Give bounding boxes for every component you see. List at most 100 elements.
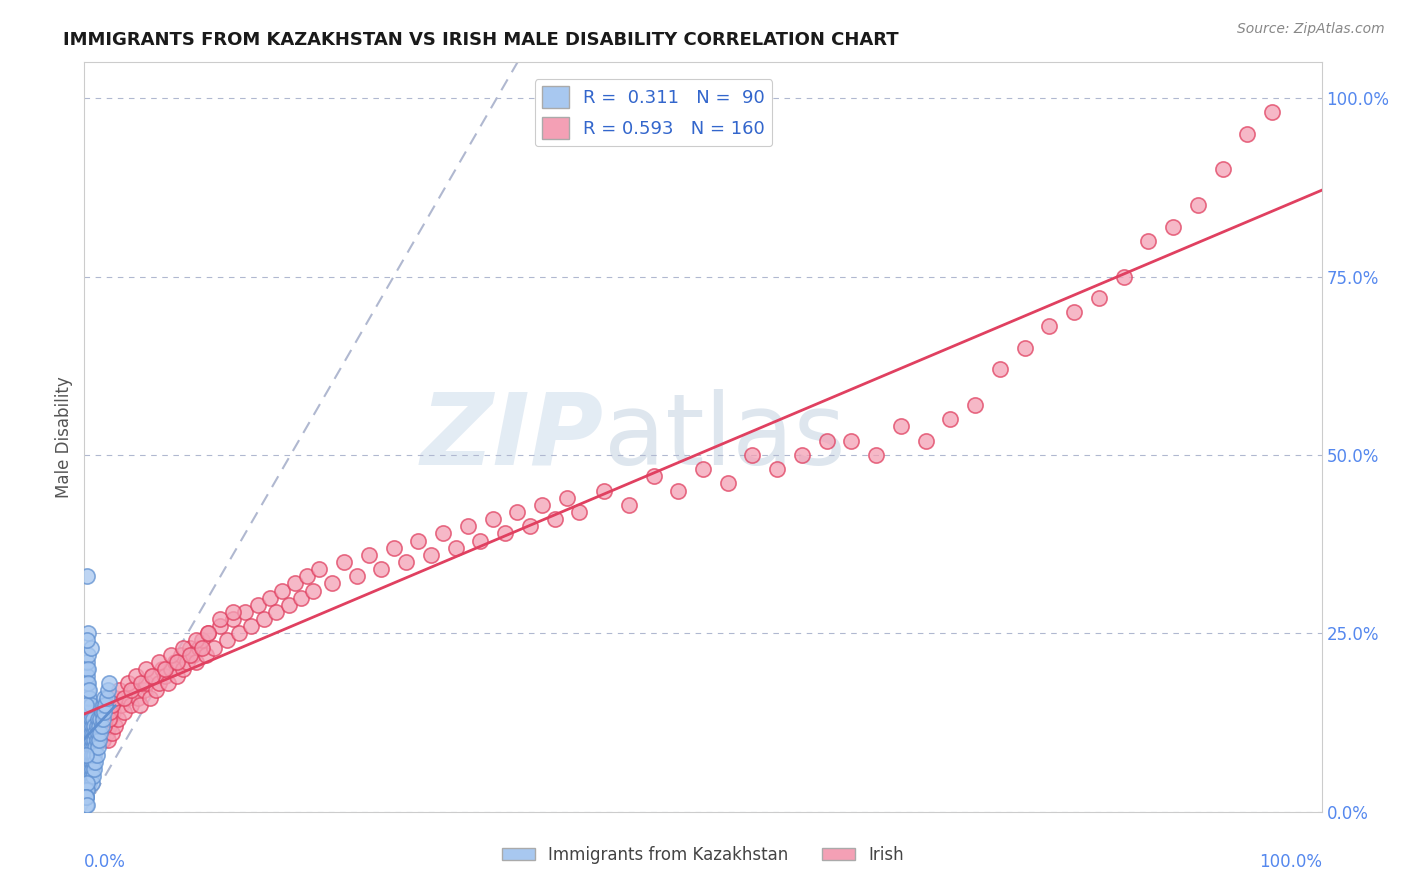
Point [76, 705, 98, 719]
Point [666, 483, 689, 498]
Point [135, 662, 157, 676]
Point [80, 747, 103, 762]
Text: IMMIGRANTS FROM KAZAKHSTAN VS IRISH MALE DISABILITY CORRELATION CHART: IMMIGRANTS FROM KAZAKHSTAN VS IRISH MALE… [63, 31, 898, 49]
Point [93, 705, 115, 719]
Point [108, 683, 131, 698]
Point [76, 747, 98, 762]
Point [153, 662, 176, 676]
Point [346, 569, 368, 583]
Point [148, 655, 170, 669]
Point [1088, 291, 1111, 305]
Point [94, 698, 117, 712]
Point [135, 676, 157, 690]
Point [494, 526, 516, 541]
Point [1161, 219, 1184, 234]
Point [141, 669, 163, 683]
Point [717, 476, 740, 491]
Point [1014, 341, 1036, 355]
Point [100, 726, 122, 740]
Point [93, 719, 115, 733]
Text: Source: ZipAtlas.com: Source: ZipAtlas.com [1237, 22, 1385, 37]
Point [197, 626, 219, 640]
Point [176, 655, 198, 669]
Point [197, 626, 219, 640]
Point [215, 633, 238, 648]
Point [163, 655, 186, 669]
Point [120, 683, 142, 698]
Point [90, 726, 112, 740]
Point [77, 683, 100, 698]
Point [382, 541, 405, 555]
Point [84, 733, 107, 747]
Point [543, 512, 565, 526]
Point [1212, 162, 1234, 177]
Point [1261, 105, 1284, 120]
Point [79, 719, 101, 733]
Point [87, 712, 110, 726]
Point [202, 640, 225, 655]
Point [284, 576, 307, 591]
Point [519, 519, 541, 533]
Legend: R =  0.311   N =  90, R = 0.593   N = 160: R = 0.311 N = 90, R = 0.593 N = 160 [534, 79, 772, 146]
Point [79, 747, 101, 762]
Point [83, 733, 105, 747]
Point [75, 769, 97, 783]
Point [89, 712, 111, 726]
Point [77, 676, 100, 690]
Point [444, 541, 467, 555]
Point [87, 726, 110, 740]
Point [79, 776, 101, 790]
Point [129, 676, 152, 690]
Point [617, 498, 640, 512]
Point [84, 726, 107, 740]
Point [80, 762, 103, 776]
Point [89, 719, 111, 733]
Point [172, 640, 194, 655]
Point [98, 676, 121, 690]
Point [120, 698, 142, 712]
Point [129, 698, 152, 712]
Point [75, 790, 97, 805]
Point [191, 633, 214, 648]
Point [117, 676, 139, 690]
Point [79, 755, 101, 769]
Point [91, 712, 114, 726]
Point [100, 698, 122, 712]
Point [89, 705, 111, 719]
Point [259, 591, 281, 605]
Point [692, 462, 714, 476]
Point [79, 762, 101, 776]
Point [75, 790, 97, 805]
Point [191, 640, 214, 655]
Point [94, 712, 117, 726]
Point [222, 605, 245, 619]
Point [841, 434, 863, 448]
Point [77, 755, 100, 769]
Point [253, 612, 276, 626]
Legend: Immigrants from Kazakhstan, Irish: Immigrants from Kazakhstan, Irish [495, 839, 911, 871]
Point [77, 726, 100, 740]
Point [86, 726, 108, 740]
Point [76, 719, 98, 733]
Point [172, 662, 194, 676]
Point [122, 683, 145, 698]
Point [766, 462, 789, 476]
Point [75, 712, 97, 726]
Point [89, 719, 111, 733]
Point [82, 740, 104, 755]
Point [77, 740, 100, 755]
Point [170, 648, 193, 662]
Point [865, 448, 887, 462]
Y-axis label: Male Disability: Male Disability [55, 376, 73, 498]
Point [77, 747, 100, 762]
Point [75, 698, 97, 712]
Point [457, 519, 479, 533]
Point [76, 655, 98, 669]
Point [76, 662, 98, 676]
Point [194, 648, 217, 662]
Point [110, 698, 132, 712]
Point [86, 719, 108, 733]
Point [222, 612, 245, 626]
Point [141, 669, 163, 683]
Point [77, 662, 100, 676]
